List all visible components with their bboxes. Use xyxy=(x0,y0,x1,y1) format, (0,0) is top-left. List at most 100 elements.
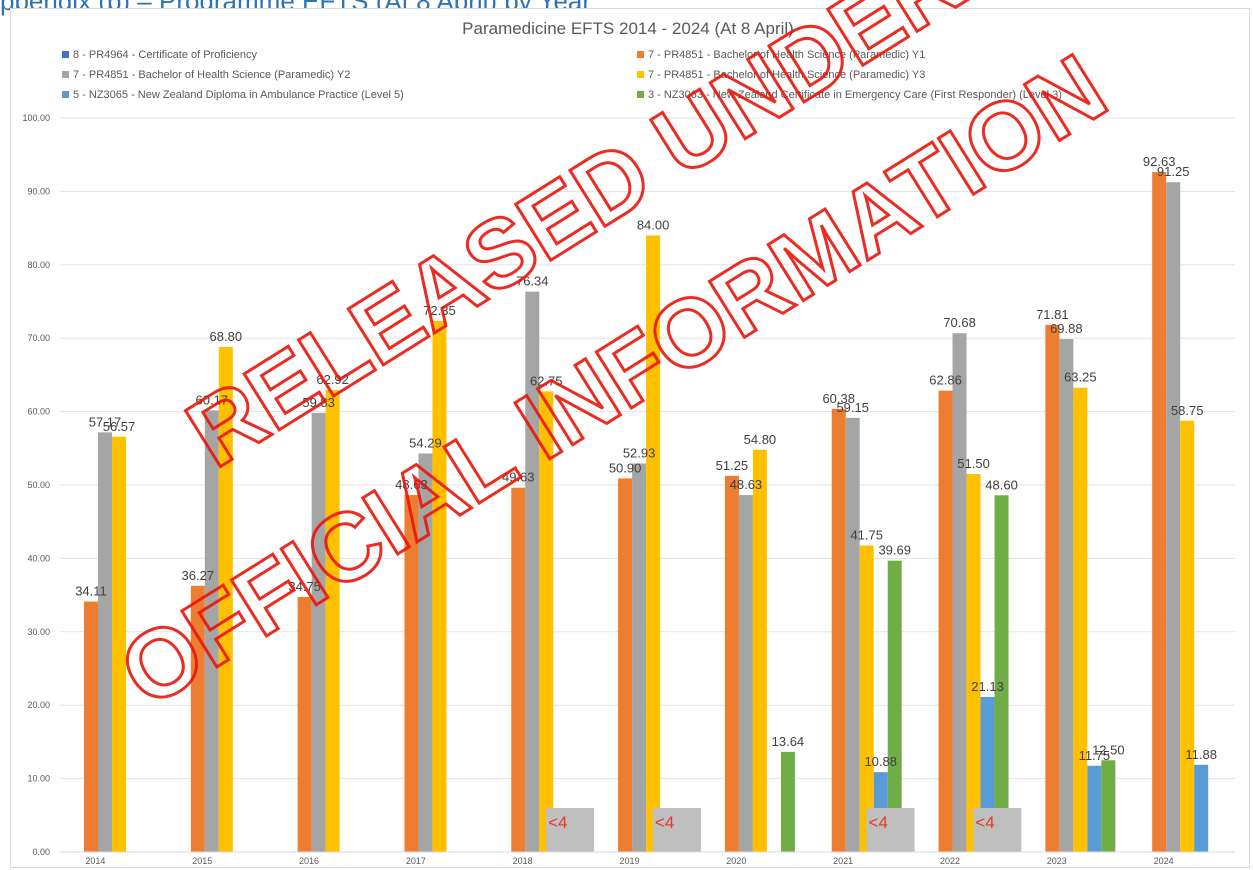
y-tick-label: 40.00 xyxy=(27,553,50,563)
data-label: 92.63 xyxy=(1143,154,1176,169)
data-label: 48.60 xyxy=(985,477,1018,492)
data-label: 72.35 xyxy=(423,303,456,318)
data-label: 84.00 xyxy=(637,217,670,232)
y-tick-label: 100.00 xyxy=(22,113,50,123)
bar xyxy=(1166,182,1181,853)
x-tick-label: 2023 xyxy=(1047,856,1067,866)
bar xyxy=(311,412,326,852)
x-tick-label: 2015 xyxy=(192,856,212,866)
bar xyxy=(98,432,112,852)
suppressed-note: <4 xyxy=(655,813,674,832)
suppressed-box xyxy=(866,808,915,852)
bar xyxy=(84,601,98,852)
data-label: 57.17 xyxy=(89,414,122,429)
data-label: 11.88 xyxy=(1185,747,1217,762)
bar xyxy=(1180,420,1195,852)
data-label: 76.34 xyxy=(516,274,549,289)
bar xyxy=(539,391,554,852)
legend-entry: 5 - NZ3065 - New Zealand Diploma in Ambu… xyxy=(73,89,404,101)
bar xyxy=(831,408,846,852)
legend-entry: 7 - PR4851 - Bachelor of Health Science … xyxy=(648,49,925,61)
bar xyxy=(1087,765,1102,852)
bar xyxy=(112,436,126,852)
data-label: 13.64 xyxy=(772,734,805,749)
data-label: 59.83 xyxy=(302,395,335,410)
bar xyxy=(218,347,233,852)
bar xyxy=(752,449,767,852)
bar xyxy=(1045,324,1060,852)
data-label: 62.86 xyxy=(929,373,962,388)
data-label: 48.63 xyxy=(395,477,428,492)
bar xyxy=(646,235,661,852)
x-tick-label: 2021 xyxy=(833,856,853,866)
data-label: 59.15 xyxy=(836,400,869,415)
legend-swatch xyxy=(62,51,69,58)
suppressed-box xyxy=(973,808,1022,852)
suppressed-box xyxy=(546,808,595,852)
suppressed-note: <4 xyxy=(869,813,888,832)
legend-entry: 7 - PR4851 - Bachelor of Health Science … xyxy=(648,69,925,81)
suppressed-note: <4 xyxy=(975,813,994,832)
bar xyxy=(511,487,526,852)
data-label: 21.13 xyxy=(971,679,1004,694)
y-tick-label: 90.00 xyxy=(27,186,50,196)
bar xyxy=(297,596,312,852)
x-tick-label: 2024 xyxy=(1154,856,1174,866)
data-label: 54.80 xyxy=(744,432,777,447)
bar xyxy=(952,333,967,852)
bar xyxy=(738,495,753,852)
data-label: 36.27 xyxy=(182,568,215,583)
chart-title: Paramedicine EFTS 2014 - 2024 (At 8 Apri… xyxy=(462,19,794,38)
y-tick-label: 70.00 xyxy=(27,333,50,343)
x-tick-label: 2016 xyxy=(299,856,319,866)
bars xyxy=(84,172,1209,853)
data-label: 10.88 xyxy=(864,754,897,769)
x-tick-label: 2018 xyxy=(513,856,533,866)
data-label: 51.25 xyxy=(716,458,749,473)
y-tick-label: 20.00 xyxy=(27,700,50,710)
bar xyxy=(190,585,205,852)
bar xyxy=(1152,172,1167,852)
bar xyxy=(1073,387,1088,852)
suppressed-box xyxy=(652,808,701,852)
bar xyxy=(724,475,739,852)
legend-entry: 7 - PR4851 - Bachelor of Health Science … xyxy=(73,69,350,81)
y-tick-label: 80.00 xyxy=(27,260,50,270)
data-label: 56.57 xyxy=(103,419,136,434)
data-label: 91.25 xyxy=(1157,164,1190,179)
legend-swatch xyxy=(637,71,644,78)
data-label: 69.88 xyxy=(1050,321,1083,336)
legend-entry: 3 - NZ3063 - New Zealand Certificate in … xyxy=(648,89,1062,101)
bar xyxy=(1101,760,1116,852)
legend-swatch xyxy=(62,71,69,78)
bar xyxy=(845,417,860,852)
x-tick-label: 2019 xyxy=(619,856,639,866)
suppressed-note: <4 xyxy=(548,813,567,832)
bar xyxy=(1059,339,1074,852)
legend: 8 - PR4964 - Certificate of Proficiency 7… xyxy=(62,49,1062,101)
bar xyxy=(618,478,633,852)
y-axis: 0.00 10.00 20.00 30.00 40.00 50.00 60.00 70.00 8… xyxy=(22,113,50,857)
bar xyxy=(780,751,795,852)
y-tick-label: 30.00 xyxy=(27,627,50,637)
bar xyxy=(994,495,1009,852)
legend-swatch xyxy=(62,91,69,98)
data-label: 60.17 xyxy=(196,392,229,407)
x-tick-label: 2017 xyxy=(406,856,426,866)
bar xyxy=(887,560,902,852)
data-label: 71.81 xyxy=(1036,307,1069,322)
bar xyxy=(204,410,219,852)
data-label: 54.29 xyxy=(409,436,442,451)
data-label: 68.80 xyxy=(210,329,243,344)
y-tick-label: 50.00 xyxy=(27,480,50,490)
bar xyxy=(632,463,647,852)
data-label: 60.38 xyxy=(822,391,855,406)
data-label: 34.75 xyxy=(288,579,321,594)
data-label: 70.68 xyxy=(943,315,976,330)
x-axis: 2014 2015 2016 2017 2018 2019 2020 2021 2022 2023… xyxy=(60,851,1235,866)
data-label: 63.25 xyxy=(1064,370,1097,385)
data-label: 41.75 xyxy=(850,528,883,543)
x-tick-label: 2014 xyxy=(85,856,105,866)
